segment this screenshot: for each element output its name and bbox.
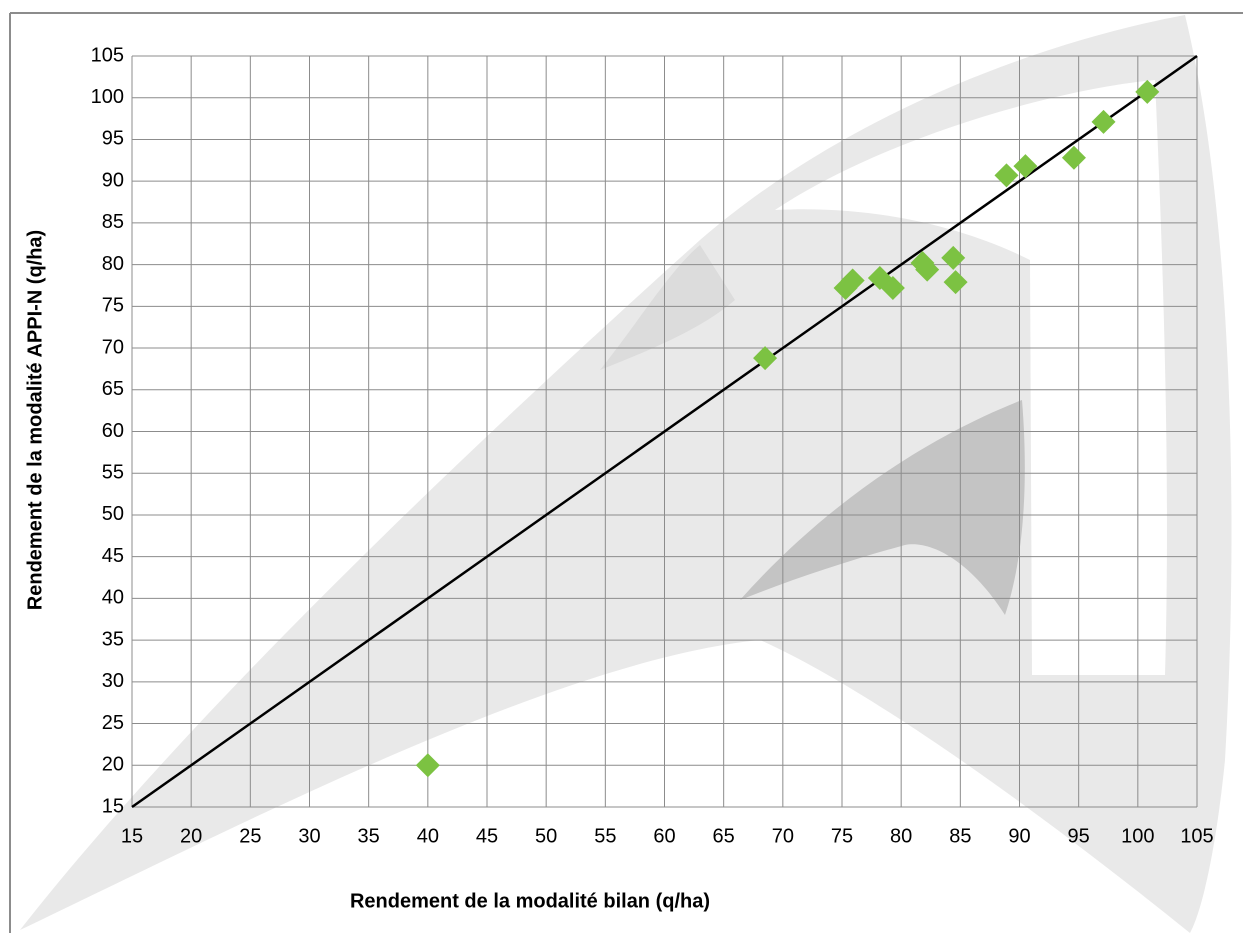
x-axis-title: Rendement de la modalité bilan (q/ha): [350, 890, 710, 912]
x-tick-label: 50: [535, 825, 557, 847]
y-tick-label: 50: [102, 503, 124, 525]
y-tick-label: 40: [102, 587, 124, 609]
y-tick-label: 60: [102, 420, 124, 442]
x-tick-label: 100: [1121, 825, 1154, 847]
point: [840, 268, 865, 293]
y-tick-label: 90: [102, 169, 124, 191]
x-tick-label: 70: [772, 825, 794, 847]
x-tick-label: 80: [890, 825, 912, 847]
y-tick-label: 35: [102, 628, 124, 650]
x-tick-label: 40: [417, 825, 439, 847]
y-tick-label: 55: [102, 462, 124, 484]
point: [1091, 109, 1116, 134]
x-tick-label: 95: [1068, 825, 1090, 847]
y-tick-label: 30: [102, 670, 124, 692]
reference-line: [131, 54, 1198, 809]
y-tick-label: 20: [102, 754, 124, 776]
y-tick-label: 100: [91, 86, 124, 108]
point: [753, 346, 778, 371]
point: [941, 245, 966, 270]
x-tick-label: 65: [713, 825, 735, 847]
y-tick-label: 65: [102, 378, 124, 400]
x-tick-label: 25: [239, 825, 261, 847]
x-tick-label: 20: [180, 825, 202, 847]
x-tick-label: 15: [121, 825, 143, 847]
y-tick-label: 70: [102, 336, 124, 358]
y-tick-label: 95: [102, 128, 124, 150]
x-tick-label: 105: [1180, 825, 1213, 847]
y-tick-label: 105: [91, 44, 124, 66]
point: [943, 270, 968, 295]
y-axis-title: Rendement de la modalité APPI-N (q/ha): [24, 230, 46, 610]
x-tick-label: 35: [358, 825, 380, 847]
point: [880, 275, 905, 300]
y-tick-label: 45: [102, 545, 124, 567]
point: [415, 753, 440, 778]
watermark-dark: [740, 400, 1025, 615]
point: [1061, 145, 1086, 170]
y-tick-label: 25: [102, 712, 124, 734]
x-tick-label: 90: [1008, 825, 1030, 847]
point: [915, 257, 940, 282]
x-tick-label: 55: [594, 825, 616, 847]
y-tick-label: 15: [102, 795, 124, 817]
y-tick-label: 75: [102, 295, 124, 317]
watermark-cut: [775, 80, 1167, 675]
x-tick-label: 60: [653, 825, 675, 847]
watermark-mid: [600, 245, 735, 370]
y-tick-label: 85: [102, 211, 124, 233]
point: [994, 163, 1019, 188]
y-tick-label: 80: [102, 253, 124, 275]
x-tick-label: 30: [298, 825, 320, 847]
x-tick-label: 75: [831, 825, 853, 847]
x-tick-label: 45: [476, 825, 498, 847]
x-tick-label: 85: [949, 825, 971, 847]
point: [1135, 79, 1160, 104]
point: [1013, 154, 1038, 179]
